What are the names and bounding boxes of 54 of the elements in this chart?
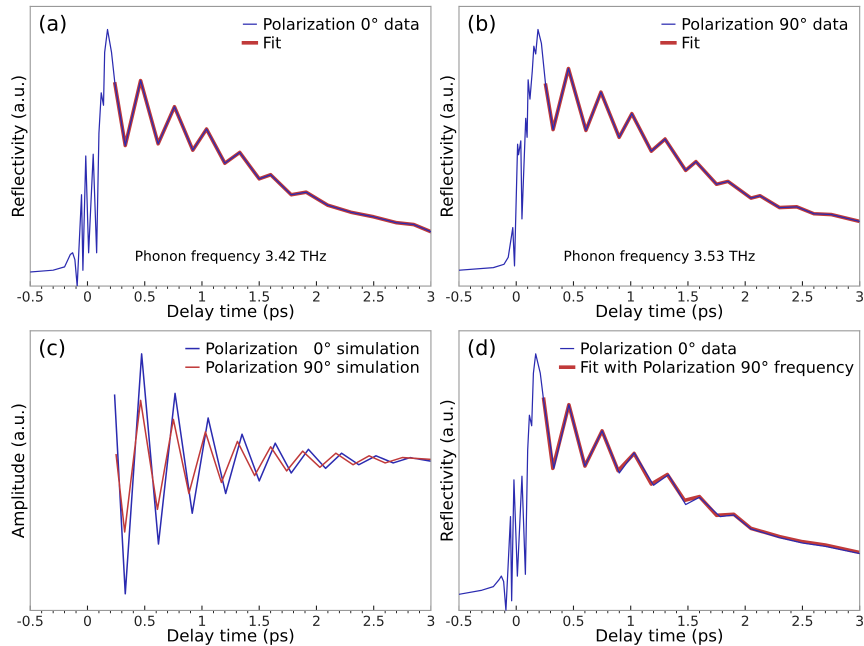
x-tick-label: 2 <box>313 291 320 302</box>
annotation: Phonon frequency 3.53 THz <box>564 250 755 264</box>
legend-label: Polarization 90° data <box>682 18 848 30</box>
x-tick-label: 0.5 <box>134 291 155 302</box>
x-tick-label: -0.5 <box>17 616 43 626</box>
x-tick-label: 0.5 <box>563 291 584 302</box>
x-tick-label: 1.5 <box>678 291 698 302</box>
y-axis-title: Reflectivity (a.u.) <box>440 400 456 540</box>
x-tick-label: 0 <box>84 291 91 302</box>
x-tick-label: 2.5 <box>364 291 384 302</box>
legend-label: Polarization 90° simulation <box>206 360 418 374</box>
x-axis-title: Delay time (ps) <box>596 304 722 321</box>
x-tick-label: 0 <box>512 291 520 302</box>
legend-label: Fit with Polarization 90° frequency <box>581 360 854 376</box>
x-tick-label: -0.5 <box>446 616 472 626</box>
x-tick-label: 1.5 <box>678 616 698 626</box>
x-tick-label: 2.5 <box>364 616 384 626</box>
chart-title: (a) <box>40 14 66 34</box>
chart-title: (d) <box>468 339 495 358</box>
x-tick-label: 2.5 <box>792 291 812 302</box>
x-tick-label: -0.5 <box>446 291 472 302</box>
x-axis-title: Delay time (ps) <box>168 304 294 321</box>
x-tick-label: 0 <box>512 616 520 626</box>
y-axis-title: Reflectivity (a.u.) <box>440 76 456 216</box>
legend-label: Polarization 0° data <box>264 18 418 30</box>
legend-label: Fit <box>264 36 282 48</box>
x-tick-label: 1 <box>199 616 206 626</box>
legend-label: Polarization 0° data <box>581 342 736 354</box>
x-tick-label: 1.5 <box>250 616 270 626</box>
x-tick-label: 0.5 <box>563 616 584 626</box>
x-tick-label: -0.5 <box>17 291 43 302</box>
x-tick-label: 3 <box>856 291 863 302</box>
y-axis-title: Reflectivity (a.u.) <box>11 76 28 216</box>
x-tick-label: 1 <box>199 291 206 302</box>
chart-title: (c) <box>40 339 64 358</box>
x-axis-title: Delay time (ps) <box>168 628 294 645</box>
x-tick-label: 3 <box>428 616 434 626</box>
x-tick-label: 0 <box>84 616 91 626</box>
x-tick-label: 2 <box>313 616 320 626</box>
x-tick-label: 1.5 <box>250 291 270 302</box>
x-tick-label: 2.5 <box>792 616 812 626</box>
x-tick-label: 3 <box>856 616 863 626</box>
chart-title: (b) <box>468 14 495 34</box>
x-tick-label: 1 <box>628 616 634 626</box>
legend-label: Polarization 0° simulation <box>206 342 418 354</box>
x-tick-label: 3 <box>428 291 434 302</box>
x-tick-label: 2 <box>742 616 748 626</box>
y-axis-title: Amplitude (a.u.) <box>11 404 28 538</box>
x-axis-title: Delay time (ps) <box>596 628 722 645</box>
legend-label: Fit <box>682 36 700 48</box>
x-tick-label: 2 <box>742 291 748 302</box>
x-tick-label: 1 <box>628 291 634 302</box>
x-tick-label: 0.5 <box>134 616 155 626</box>
annotation: Phonon frequency 3.42 THz <box>136 250 326 264</box>
